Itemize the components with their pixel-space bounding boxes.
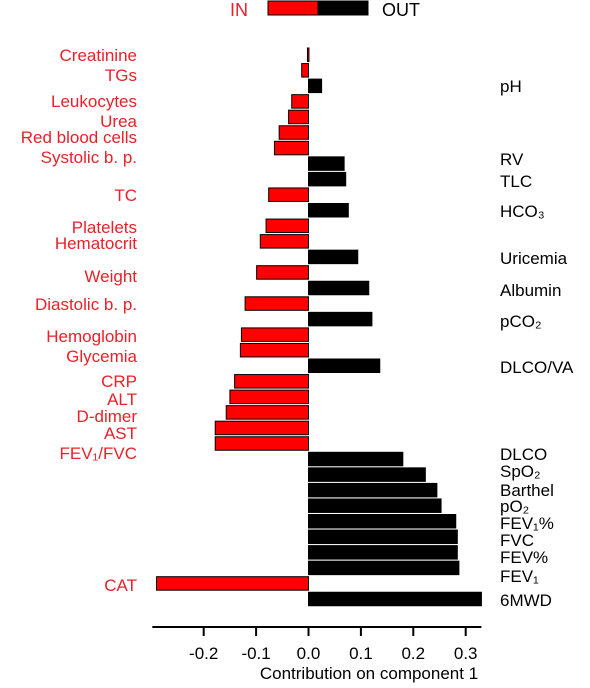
label-in-tc: TC xyxy=(114,186,137,205)
bar-in-tc xyxy=(268,187,309,202)
label-out-spo2: SpO₂ xyxy=(500,462,541,481)
bar-out-dlco xyxy=(308,451,404,467)
label-out-6mwd: 6MWD xyxy=(500,591,552,610)
label-in-crp: CRP xyxy=(101,372,137,391)
legend-swatch-out xyxy=(317,0,369,16)
label-in-platelets: Platelets xyxy=(72,218,137,237)
bar-out-fev-pct xyxy=(308,545,458,560)
bar-in-weight xyxy=(256,265,309,280)
bar-in-hemoglobin xyxy=(240,327,309,342)
label-out-tlc: TLC xyxy=(500,172,532,191)
bar-in-urea xyxy=(288,109,310,125)
bar-in-fev1-fvc xyxy=(214,436,309,451)
label-out-barthel: Barthel xyxy=(500,481,554,500)
label-in-alt: ALT xyxy=(107,390,137,409)
bar-out-pco2 xyxy=(308,311,373,327)
label-out-dlco-va: DLCO/VA xyxy=(500,358,574,377)
label-in-urea: Urea xyxy=(100,112,137,131)
label-out-fev1: FEV₁ xyxy=(500,567,539,586)
label-out-po2: pO₂ xyxy=(500,497,529,516)
bars-group xyxy=(156,47,482,607)
bar-out-fvc xyxy=(308,529,458,545)
x-tick-label: -0.2 xyxy=(189,644,218,663)
label-out-uricemia: Uricemia xyxy=(500,249,568,268)
label-in-hemoglobin: Hemoglobin xyxy=(46,327,137,346)
label-out-fev1-pct: FEV₁% xyxy=(500,514,554,533)
bar-in-hematocrit xyxy=(259,234,309,249)
label-in-leukocytes: Leukocytes xyxy=(51,92,137,111)
label-in-cat: CAT xyxy=(104,576,137,595)
legend-swatch-in xyxy=(267,0,319,16)
bar-out-ph xyxy=(308,78,323,94)
legend-label-in: IN xyxy=(230,0,248,20)
bar-in-alt xyxy=(229,389,309,405)
bar-out-spo2 xyxy=(308,467,426,482)
bar-out-uricemia xyxy=(308,249,359,265)
label-in-tgs: TGs xyxy=(105,66,137,85)
x-tick-label: -0.1 xyxy=(241,644,270,663)
label-out-rv: RV xyxy=(500,150,524,169)
bar-in-cat xyxy=(156,576,309,591)
label-out-ph: pH xyxy=(500,77,522,96)
bar-out-tlc xyxy=(308,171,347,187)
bar-out-dlco-va xyxy=(308,358,381,373)
bar-in-systolic-b-p xyxy=(273,140,310,156)
label-out-fev-pct: FEV% xyxy=(500,548,548,567)
label-in-fev1-fvc: FEV₁/FVC xyxy=(59,444,137,463)
label-out-dlco: DLCO xyxy=(500,445,547,464)
bar-out-hco3 xyxy=(308,203,349,218)
label-out-pco2: pCO₂ xyxy=(500,312,542,331)
bar-out-rv xyxy=(308,156,345,171)
bar-in-platelets xyxy=(265,218,309,234)
label-in-ast: AST xyxy=(104,424,137,443)
bar-in-leukocytes xyxy=(291,94,309,109)
x-tick-label: 0.3 xyxy=(454,644,478,663)
x-tick-label: 0.0 xyxy=(297,644,321,663)
legend-label-out: OUT xyxy=(382,0,420,20)
label-in-systolic-b-p: Systolic b. p. xyxy=(41,148,137,167)
x-axis: -0.2 -0.1 0.0 0.1 0.2 0.3 xyxy=(152,626,482,663)
label-in-d-dimer: D-dimer xyxy=(77,407,138,426)
label-out-hco3: HCO₃ xyxy=(500,202,545,221)
label-in-red-blood-cells: Red blood cells xyxy=(21,128,137,147)
label-out-fvc: FVC xyxy=(500,531,534,550)
bar-in-ast xyxy=(214,420,309,436)
bar-in-d-dimer xyxy=(225,405,309,420)
legend: IN OUT xyxy=(230,0,420,20)
label-in-glycemia: Glycemia xyxy=(66,347,137,366)
bar-in-crp xyxy=(234,374,309,389)
bar-in-creatinine xyxy=(306,47,310,62)
bar-in-red-blood-cells xyxy=(278,125,310,140)
bar-in-glycemia xyxy=(239,342,310,358)
bar-in-diastolic-b-p xyxy=(244,296,309,311)
bar-out-albumin xyxy=(308,280,370,296)
label-in-weight: Weight xyxy=(84,267,137,286)
x-axis-title: Contribution on component 1 xyxy=(260,664,478,683)
bar-in-tgs xyxy=(301,63,309,78)
x-tick-label: 0.1 xyxy=(349,644,373,663)
bar-out-fev1-pct xyxy=(308,514,457,529)
x-tick-label: 0.2 xyxy=(401,644,425,663)
label-in-creatinine: Creatinine xyxy=(60,46,138,65)
bar-out-po2 xyxy=(308,498,442,513)
bar-out-barthel xyxy=(308,482,438,498)
label-out-albumin: Albumin xyxy=(500,281,561,300)
bar-out-6mwd xyxy=(308,591,482,607)
label-in-hematocrit: Hematocrit xyxy=(55,234,137,253)
label-in-diastolic-b-p: Diastolic b. p. xyxy=(35,295,137,314)
bar-out-fev1 xyxy=(308,560,460,576)
